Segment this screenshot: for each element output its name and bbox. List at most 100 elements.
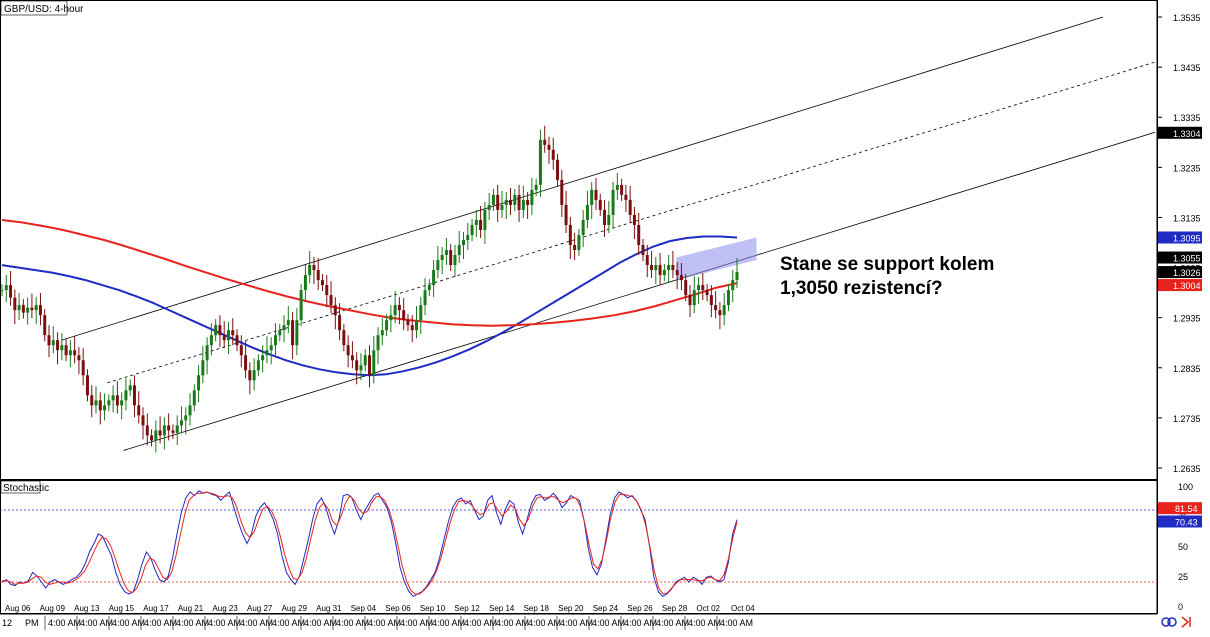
candle-body <box>684 280 688 296</box>
candle-body <box>137 405 141 416</box>
candle-body <box>402 310 406 321</box>
date-label: Sep 20 <box>558 604 584 613</box>
price-tick-label: 1.2635 <box>1173 464 1201 474</box>
candle-body <box>4 285 8 291</box>
price-tags: 1.3304 1.3095 1.3055 1.3026 1.3004 <box>1158 126 1202 292</box>
stochastic-tags: 81.54 70.43 <box>1158 502 1202 528</box>
candle-body <box>419 305 423 321</box>
candle-body <box>556 159 560 180</box>
time-label: 4:00 AM <box>144 618 177 628</box>
candle-body <box>496 194 500 210</box>
candle-body <box>598 199 602 210</box>
scroll-end-icon[interactable] <box>1181 616 1191 628</box>
candle-body <box>218 325 222 336</box>
channel-lower-line <box>123 131 1156 451</box>
candle-body <box>235 335 239 346</box>
candle-body <box>162 425 166 436</box>
candle-body <box>415 320 419 331</box>
candle-body <box>81 360 85 376</box>
candle-body <box>658 265 662 276</box>
candle-body <box>380 330 384 336</box>
candle-body <box>150 435 154 441</box>
time-label: 12 <box>2 618 12 628</box>
candle-body <box>85 375 89 396</box>
date-label: Sep 26 <box>627 604 653 613</box>
date-label: Aug 17 <box>143 604 169 613</box>
price-tick-label: 1.2935 <box>1173 314 1201 324</box>
candle-body <box>376 335 380 351</box>
time-label: 4:00 AM <box>720 618 753 628</box>
candle-body <box>620 184 624 195</box>
candle-body <box>338 315 342 331</box>
candle-body <box>444 250 448 256</box>
time-label: 4:00 AM <box>368 618 401 628</box>
candle-body <box>462 240 466 246</box>
candle-body <box>624 194 628 200</box>
candle-body <box>282 325 286 331</box>
candle-body <box>346 345 350 356</box>
candle-body <box>17 305 21 311</box>
candle-body <box>30 307 34 311</box>
candle-body <box>735 272 739 281</box>
candle-body <box>538 139 542 185</box>
candle-body <box>397 305 401 311</box>
candle-body <box>393 305 397 316</box>
channel-middle-line <box>107 61 1156 384</box>
price-tag-label: 1.3095 <box>1173 233 1201 243</box>
candle-body <box>192 390 196 406</box>
candle-body <box>440 255 444 261</box>
candle-body <box>500 204 504 210</box>
stochastic-label-box <box>0 480 41 494</box>
candle-body <box>38 305 42 316</box>
time-label: 4:00 AM <box>656 618 689 628</box>
time-label: 4:00 AM <box>272 618 305 628</box>
stochastic-k-line <box>1 490 738 598</box>
stochastic-label: Stochastic <box>3 483 49 494</box>
candle-body <box>103 405 107 411</box>
candle-body <box>13 297 17 311</box>
candle-body <box>513 194 517 205</box>
candle-body <box>214 325 218 336</box>
candle-body <box>474 219 478 225</box>
candle-body <box>269 345 273 351</box>
candle-body <box>47 335 51 346</box>
stochastic-tick-label: 100 <box>1178 482 1193 492</box>
candle-body <box>479 219 483 230</box>
candle-body <box>60 345 64 351</box>
candle-body <box>368 355 371 376</box>
time-label: 4:00 AM <box>208 618 241 628</box>
time-label: 4:00 AM <box>496 618 529 628</box>
price-tag-label: 1.3004 <box>1173 281 1201 291</box>
candle-body <box>244 355 248 371</box>
time-label: 4:00 AM <box>48 618 81 628</box>
candle-body <box>675 270 679 276</box>
date-label: Sep 04 <box>351 604 377 613</box>
candle-body <box>265 350 269 356</box>
candle-body <box>90 395 94 406</box>
candle-body <box>551 149 555 160</box>
price-tick-label: 1.3235 <box>1173 163 1201 173</box>
candle-body <box>611 189 615 215</box>
candle-body <box>51 340 55 346</box>
date-label: Sep 18 <box>524 604 550 613</box>
link-icon[interactable] <box>1161 617 1177 627</box>
candle-body <box>21 305 25 313</box>
candle-body <box>372 350 376 376</box>
candle-body <box>577 234 581 251</box>
date-label: Aug 13 <box>74 604 100 613</box>
candle-body <box>594 189 598 200</box>
candle-body <box>667 265 671 271</box>
candle-body <box>286 320 290 326</box>
candle-body <box>312 265 316 271</box>
candle-body <box>171 430 175 433</box>
time-label: 4:00 AM <box>592 618 625 628</box>
time-label: 4:00 AM <box>336 618 369 628</box>
candle-body <box>449 250 453 266</box>
candle-body <box>252 370 256 381</box>
candle-body <box>436 260 440 271</box>
date-label: Aug 15 <box>109 604 135 613</box>
candle-body <box>0 290 4 292</box>
candle-body <box>350 355 354 361</box>
candle-body <box>320 280 324 286</box>
